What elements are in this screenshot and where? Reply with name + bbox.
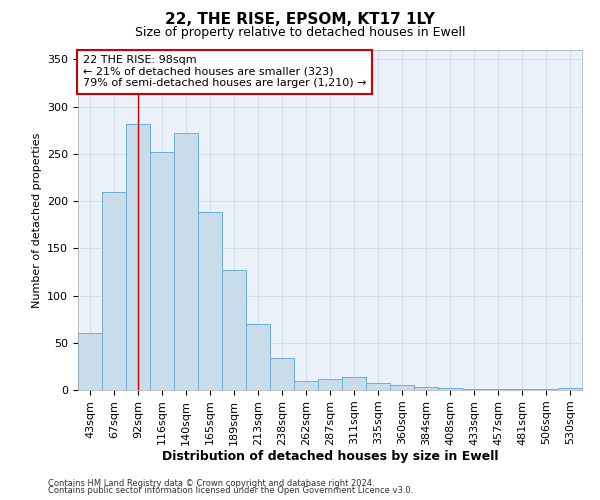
Bar xyxy=(367,384,389,390)
Bar xyxy=(223,270,245,390)
Bar xyxy=(439,388,461,390)
Bar xyxy=(343,377,365,390)
Bar xyxy=(79,334,101,390)
Bar xyxy=(199,212,221,390)
Bar xyxy=(319,378,341,390)
Bar xyxy=(151,152,173,390)
Bar xyxy=(559,388,581,390)
Bar xyxy=(247,324,269,390)
Bar xyxy=(175,133,197,390)
Bar xyxy=(271,358,293,390)
Bar xyxy=(415,387,437,390)
Bar xyxy=(391,386,413,390)
Text: 22, THE RISE, EPSOM, KT17 1LY: 22, THE RISE, EPSOM, KT17 1LY xyxy=(165,12,435,28)
Text: Contains public sector information licensed under the Open Government Licence v3: Contains public sector information licen… xyxy=(48,486,413,495)
Text: 22 THE RISE: 98sqm
← 21% of detached houses are smaller (323)
79% of semi-detach: 22 THE RISE: 98sqm ← 21% of detached hou… xyxy=(83,55,367,88)
Bar xyxy=(103,192,125,390)
Bar xyxy=(463,389,485,390)
Text: Size of property relative to detached houses in Ewell: Size of property relative to detached ho… xyxy=(135,26,465,39)
Bar xyxy=(487,389,509,390)
Bar xyxy=(295,380,317,390)
Text: Contains HM Land Registry data © Crown copyright and database right 2024.: Contains HM Land Registry data © Crown c… xyxy=(48,478,374,488)
Bar xyxy=(127,124,149,390)
X-axis label: Distribution of detached houses by size in Ewell: Distribution of detached houses by size … xyxy=(162,450,498,464)
Y-axis label: Number of detached properties: Number of detached properties xyxy=(32,132,41,308)
Bar xyxy=(535,389,557,390)
Bar xyxy=(511,389,533,390)
